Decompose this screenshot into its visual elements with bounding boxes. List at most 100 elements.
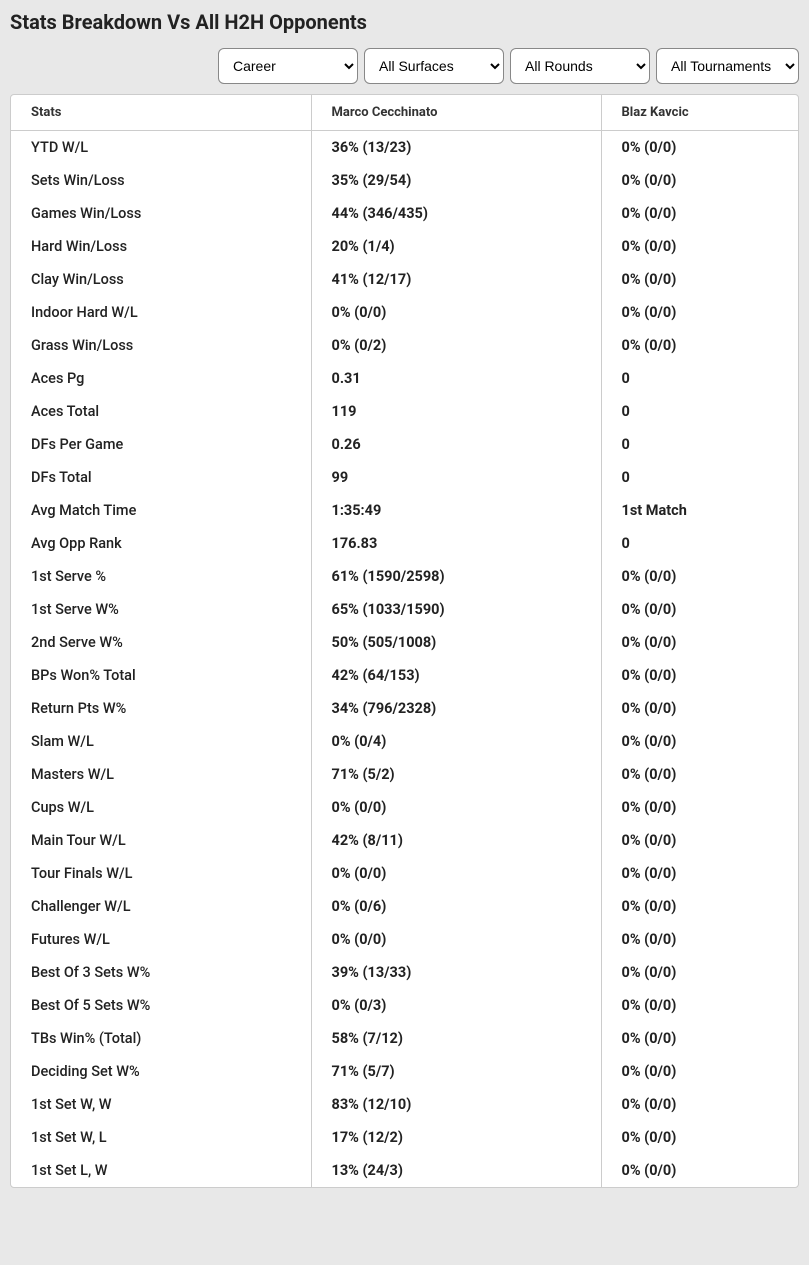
stat-value-player2: 0% (0/0) bbox=[601, 1022, 798, 1055]
table-row: Return Pts W%34% (796/2328)0% (0/0) bbox=[11, 692, 798, 725]
stat-value-player2: 0 bbox=[601, 428, 798, 461]
stat-label: 1st Set L, W bbox=[11, 1154, 311, 1187]
stat-label: 1st Set W, L bbox=[11, 1121, 311, 1154]
table-row: YTD W/L36% (13/23)0% (0/0) bbox=[11, 131, 798, 165]
stat-value-player2: 0% (0/0) bbox=[601, 725, 798, 758]
stat-value-player1: 42% (8/11) bbox=[311, 824, 601, 857]
stat-value-player2: 0% (0/0) bbox=[601, 593, 798, 626]
stat-value-player2: 0% (0/0) bbox=[601, 824, 798, 857]
stat-value-player1: 17% (12/2) bbox=[311, 1121, 601, 1154]
stat-value-player1: 119 bbox=[311, 395, 601, 428]
stat-label: Cups W/L bbox=[11, 791, 311, 824]
stat-label: 1st Serve W% bbox=[11, 593, 311, 626]
table-row: 2nd Serve W%50% (505/1008)0% (0/0) bbox=[11, 626, 798, 659]
table-row: Aces Total1190 bbox=[11, 395, 798, 428]
stat-value-player2: 0% (0/0) bbox=[601, 1154, 798, 1187]
stat-label: Return Pts W% bbox=[11, 692, 311, 725]
stat-value-player1: 0% (0/4) bbox=[311, 725, 601, 758]
stat-value-player2: 0% (0/0) bbox=[601, 230, 798, 263]
stat-value-player2: 0% (0/0) bbox=[601, 626, 798, 659]
stat-value-player1: 41% (12/17) bbox=[311, 263, 601, 296]
stat-value-player1: 0.26 bbox=[311, 428, 601, 461]
table-row: 1st Set L, W13% (24/3)0% (0/0) bbox=[11, 1154, 798, 1187]
stat-value-player1: 0% (0/0) bbox=[311, 791, 601, 824]
stat-value-player2: 0% (0/0) bbox=[601, 131, 798, 165]
table-row: Best Of 5 Sets W%0% (0/3)0% (0/0) bbox=[11, 989, 798, 1022]
table-row: Sets Win/Loss35% (29/54)0% (0/0) bbox=[11, 164, 798, 197]
stat-value-player2: 0 bbox=[601, 395, 798, 428]
stat-value-player2: 0 bbox=[601, 461, 798, 494]
stat-value-player2: 0 bbox=[601, 527, 798, 560]
filter-round[interactable]: All Rounds bbox=[510, 48, 650, 84]
stat-value-player2: 1st Match bbox=[601, 494, 798, 527]
stat-label: Best Of 5 Sets W% bbox=[11, 989, 311, 1022]
table-row: Games Win/Loss44% (346/435)0% (0/0) bbox=[11, 197, 798, 230]
table-row: 1st Set W, L17% (12/2)0% (0/0) bbox=[11, 1121, 798, 1154]
table-row: 1st Serve W%65% (1033/1590)0% (0/0) bbox=[11, 593, 798, 626]
stat-value-player2: 0% (0/0) bbox=[601, 758, 798, 791]
stat-value-player1: 65% (1033/1590) bbox=[311, 593, 601, 626]
table-row: Avg Match Time1:35:491st Match bbox=[11, 494, 798, 527]
stat-value-player2: 0% (0/0) bbox=[601, 791, 798, 824]
table-row: BPs Won% Total42% (64/153)0% (0/0) bbox=[11, 659, 798, 692]
stat-value-player2: 0% (0/0) bbox=[601, 164, 798, 197]
stat-value-player1: 42% (64/153) bbox=[311, 659, 601, 692]
stat-value-player2: 0% (0/0) bbox=[601, 857, 798, 890]
stat-label: 2nd Serve W% bbox=[11, 626, 311, 659]
table-row: 1st Serve %61% (1590/2598)0% (0/0) bbox=[11, 560, 798, 593]
stats-table: Stats Marco Cecchinato Blaz Kavcic YTD W… bbox=[11, 95, 798, 1187]
stat-value-player2: 0% (0/0) bbox=[601, 296, 798, 329]
table-row: Challenger W/L0% (0/6)0% (0/0) bbox=[11, 890, 798, 923]
filter-surface[interactable]: All Surfaces bbox=[364, 48, 504, 84]
stat-label: Aces Pg bbox=[11, 362, 311, 395]
stat-value-player2: 0 bbox=[601, 362, 798, 395]
table-row: Avg Opp Rank176.830 bbox=[11, 527, 798, 560]
stat-value-player1: 36% (13/23) bbox=[311, 131, 601, 165]
stat-value-player2: 0% (0/0) bbox=[601, 1121, 798, 1154]
stat-value-player2: 0% (0/0) bbox=[601, 692, 798, 725]
table-row: Cups W/L0% (0/0)0% (0/0) bbox=[11, 791, 798, 824]
table-row: TBs Win% (Total)58% (7/12)0% (0/0) bbox=[11, 1022, 798, 1055]
stat-value-player1: 44% (346/435) bbox=[311, 197, 601, 230]
col-header-player2: Blaz Kavcic bbox=[601, 95, 798, 131]
stat-label: Main Tour W/L bbox=[11, 824, 311, 857]
stat-label: Challenger W/L bbox=[11, 890, 311, 923]
stat-value-player2: 0% (0/0) bbox=[601, 956, 798, 989]
stat-label: Sets Win/Loss bbox=[11, 164, 311, 197]
stats-table-container: Stats Marco Cecchinato Blaz Kavcic YTD W… bbox=[10, 94, 799, 1188]
stat-label: Avg Match Time bbox=[11, 494, 311, 527]
table-row: DFs Per Game0.260 bbox=[11, 428, 798, 461]
stat-label: Slam W/L bbox=[11, 725, 311, 758]
stat-label: Clay Win/Loss bbox=[11, 263, 311, 296]
stat-value-player1: 20% (1/4) bbox=[311, 230, 601, 263]
col-header-stats: Stats bbox=[11, 95, 311, 131]
table-row: Indoor Hard W/L0% (0/0)0% (0/0) bbox=[11, 296, 798, 329]
stat-value-player2: 0% (0/0) bbox=[601, 263, 798, 296]
stat-label: TBs Win% (Total) bbox=[11, 1022, 311, 1055]
stat-value-player2: 0% (0/0) bbox=[601, 1088, 798, 1121]
stat-value-player2: 0% (0/0) bbox=[601, 890, 798, 923]
filter-period[interactable]: Career bbox=[218, 48, 358, 84]
table-row: Best Of 3 Sets W%39% (13/33)0% (0/0) bbox=[11, 956, 798, 989]
table-row: Masters W/L71% (5/2)0% (0/0) bbox=[11, 758, 798, 791]
stat-value-player1: 99 bbox=[311, 461, 601, 494]
stat-label: 1st Serve % bbox=[11, 560, 311, 593]
table-row: Hard Win/Loss20% (1/4)0% (0/0) bbox=[11, 230, 798, 263]
stat-label: DFs Total bbox=[11, 461, 311, 494]
filter-tournament[interactable]: All Tournaments bbox=[656, 48, 799, 84]
filter-bar: Career All Surfaces All Rounds All Tourn… bbox=[10, 48, 799, 84]
stat-label: Futures W/L bbox=[11, 923, 311, 956]
stat-value-player1: 1:35:49 bbox=[311, 494, 601, 527]
table-row: DFs Total990 bbox=[11, 461, 798, 494]
stat-value-player1: 176.83 bbox=[311, 527, 601, 560]
stat-label: BPs Won% Total bbox=[11, 659, 311, 692]
page-title: Stats Breakdown Vs All H2H Opponents bbox=[10, 10, 799, 34]
stat-label: Games Win/Loss bbox=[11, 197, 311, 230]
stat-label: Hard Win/Loss bbox=[11, 230, 311, 263]
table-row: Slam W/L0% (0/4)0% (0/0) bbox=[11, 725, 798, 758]
stat-value-player1: 0.31 bbox=[311, 362, 601, 395]
stat-value-player1: 0% (0/3) bbox=[311, 989, 601, 1022]
col-header-player1: Marco Cecchinato bbox=[311, 95, 601, 131]
stat-label: Indoor Hard W/L bbox=[11, 296, 311, 329]
stat-label: Grass Win/Loss bbox=[11, 329, 311, 362]
